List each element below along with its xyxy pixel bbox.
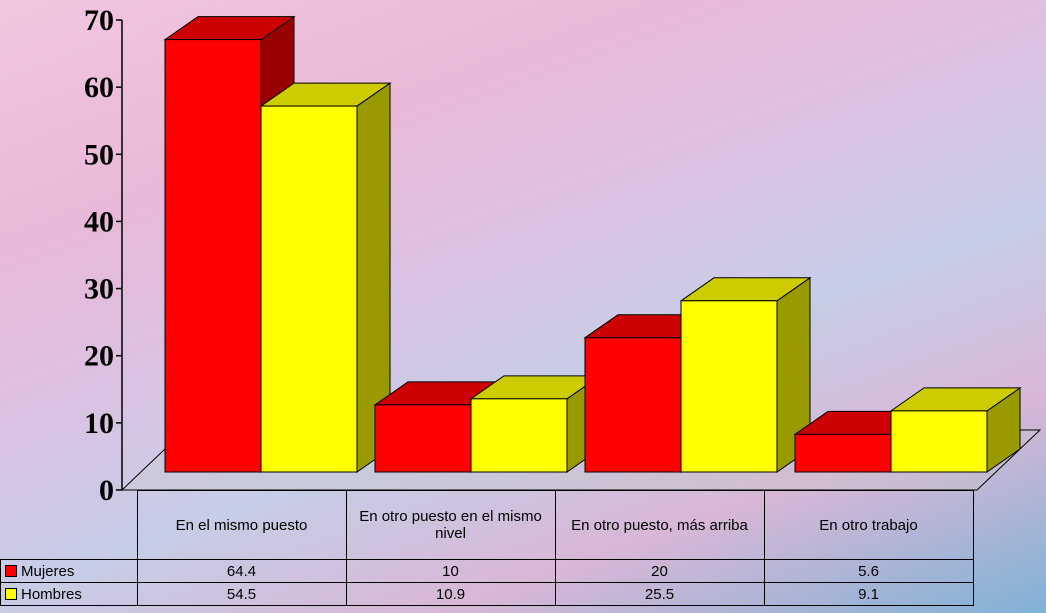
y-tick-label: 0: [99, 474, 114, 507]
category-label: En otro puesto, más arriba: [554, 490, 765, 560]
blank-cell: [1, 491, 138, 560]
bar-front: [260, 105, 358, 473]
bar: [469, 374, 602, 473]
legend-swatch: [5, 564, 17, 577]
bar-front: [890, 410, 988, 473]
table-value: 25.5: [554, 582, 765, 606]
bar: [259, 82, 392, 473]
table-row: Mujeres 64.4 10 20 5.6: [0, 559, 974, 583]
y-tick-label: 40: [84, 205, 114, 238]
bar-front: [584, 337, 682, 473]
table-value: 64.4: [136, 559, 347, 583]
y-tick-label: 30: [84, 273, 114, 306]
legend-swatch: [5, 587, 17, 600]
table-row: Hombres 54.5 10.9 25.5 9.1: [0, 582, 974, 606]
legend-label: Mujeres: [21, 562, 75, 580]
category-label: En el mismo puesto: [136, 490, 347, 560]
category-label: En otro puesto en el mismo nivel: [345, 490, 556, 560]
table-value: 9.1: [763, 582, 974, 606]
table-value: 20: [554, 559, 765, 583]
bar-front: [680, 300, 778, 473]
y-tick-label: 70: [84, 4, 114, 37]
table-value: 10: [345, 559, 556, 583]
data-table: En el mismo puesto En otro puesto en el m…: [0, 490, 974, 606]
legend-label: Hombres: [21, 585, 82, 603]
bar: [679, 276, 812, 473]
y-tick-label: 60: [84, 71, 114, 104]
bar: [889, 386, 1022, 473]
table-value: 54.5: [136, 582, 347, 606]
legend-entry: Hombres: [0, 582, 138, 606]
legend-entry: Mujeres: [0, 559, 138, 583]
y-tick-label: 50: [84, 138, 114, 171]
table-value: 10.9: [345, 582, 556, 606]
bar-front: [374, 404, 472, 473]
bar-front: [470, 398, 568, 473]
y-tick-label: 10: [84, 407, 114, 440]
bar-front: [164, 39, 262, 473]
bar-front: [794, 433, 892, 473]
table-value: 5.6: [763, 559, 974, 583]
category-label: En otro trabajo: [763, 490, 974, 560]
y-tick-label: 20: [84, 340, 114, 373]
table-header: En el mismo puesto En otro puesto en el m…: [1, 490, 974, 560]
